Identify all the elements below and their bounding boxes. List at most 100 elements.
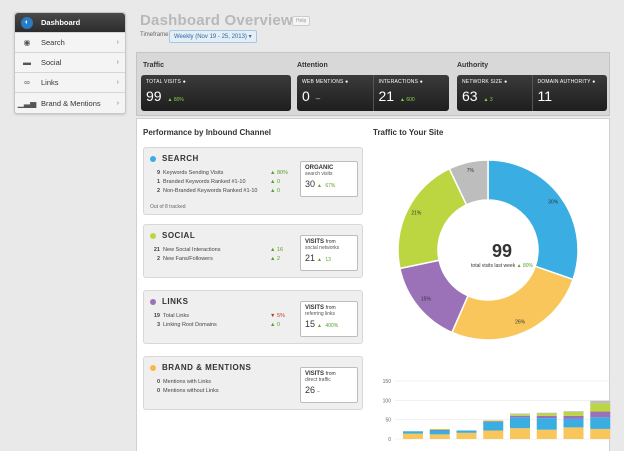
stat-row: 21 New Social Interactions ▲ 16 [153, 247, 284, 253]
donut-slice-label: 15% [421, 296, 432, 302]
metric-value: 21 [378, 88, 395, 104]
bar-segment [510, 428, 530, 439]
bar-segment [510, 414, 530, 416]
metric-change: ▲ 3 [483, 97, 493, 103]
dot-icon [150, 298, 156, 305]
sidebar-item-label: Links [41, 78, 59, 87]
bar-segment [483, 430, 504, 439]
chevron-right-icon: › [116, 59, 119, 66]
bars-icon: ▁▃▅ [17, 98, 37, 108]
organic-visits-box[interactable]: ORGANIC search visits 30 ▲ 67% [300, 161, 358, 197]
channel-heading: LINKS [150, 297, 189, 306]
bar-segment [536, 412, 557, 414]
donut-slice [487, 159, 579, 281]
traffic-metric-box: TOTAL VISITS ● 99 ▲ 80% [141, 75, 291, 111]
channel-heading: BRAND & MENTIONS [150, 363, 251, 372]
metric-value: 11 [537, 88, 553, 104]
info-icon: ● [182, 79, 186, 85]
bar-segment [536, 415, 557, 419]
donut-slice-label: 7% [467, 168, 475, 174]
attention-metric-box: WEB MENTIONS ● 0 – INTERACTIONS ● 21 ▲ 6… [297, 75, 449, 111]
bar-segment [536, 418, 557, 430]
bar-segment [403, 431, 423, 434]
attention-group-label: Attention [297, 62, 328, 69]
bar-segment [590, 417, 611, 429]
domain-authority-metric[interactable]: DOMAIN AUTHORITY ● 11 [531, 75, 608, 111]
bar-segment [510, 415, 530, 418]
traffic-group-label: Traffic [143, 62, 165, 69]
bar-segment [563, 427, 584, 439]
authority-group-label: Authority [457, 62, 489, 69]
link-icon: ∞ [24, 78, 30, 87]
social-channel-card[interactable]: SOCIAL 21 New Social Interactions ▲ 16 2 Ne… [143, 224, 363, 278]
page-title: Dashboard Overview [140, 12, 293, 29]
bar-segment [429, 428, 450, 430]
stat-row: 2 Non-Branded Keywords Ranked #1-10 ▲ 0 [156, 188, 281, 194]
sidebar-item-dashboard[interactable]: ◐ Dashboard [15, 13, 125, 33]
network-size-metric[interactable]: NETWORK SIZE ● 63 ▲ 3 [457, 75, 532, 111]
metrics-panel: Traffic Attention Authority TOTAL VISITS… [136, 52, 610, 116]
info-icon: ● [345, 79, 349, 85]
sidebar-item-links[interactable]: ∞ Links › [15, 73, 125, 93]
bar-segment [429, 429, 450, 431]
social-visits-box[interactable]: VISITS from social networks 21 ▲ 13 [300, 235, 358, 271]
sidebar-item-label: Search [41, 38, 65, 47]
y-tick-label: 100 [383, 398, 392, 404]
stat-row: 19 Total Links ▼ 5% [153, 313, 285, 319]
dashboard-icon: ◐ [21, 16, 33, 29]
sidebar-item-label: Social [41, 58, 62, 67]
donut-slice-label: 26% [515, 319, 526, 325]
sidebar-item-search[interactable]: ◉ Search › [15, 33, 125, 53]
chevron-right-icon: › [116, 39, 119, 46]
search-channel-card[interactable]: SEARCH 9 Keywords Sending Visits ▲ 80% 1 Br… [143, 147, 363, 215]
donut-slice-label: 30% [548, 200, 559, 206]
content-panel: Performance by Inbound Channel Traffic t… [136, 118, 611, 451]
bar-segment [590, 403, 611, 412]
channel-heading: SEARCH [150, 154, 199, 163]
direct-visits-box[interactable]: VISITS from direct traffic 26– [300, 367, 358, 403]
bar-segment [429, 430, 450, 435]
metric-label: DOMAIN AUTHORITY [537, 79, 591, 85]
bar-segment [483, 421, 504, 422]
info-icon: ● [504, 79, 508, 85]
donut-slice [448, 159, 489, 206]
metric-change: ▲ 600 [400, 97, 415, 103]
bar-segment [563, 411, 584, 412]
links-channel-card[interactable]: LINKS 19 Total Links ▼ 5% 3 Linking Root Do… [143, 290, 363, 344]
bar-segment [510, 413, 530, 415]
bar-segment [590, 400, 611, 404]
sidebar-item-social[interactable]: ▬ Social › [15, 53, 125, 73]
metric-value: 99 [146, 88, 162, 104]
donut-slice-label: 21% [411, 210, 422, 216]
links-visits-box[interactable]: VISITS from referring links 15 ▲ 400% [300, 301, 358, 337]
metric-label: INTERACTIONS [378, 79, 419, 85]
bar-segment [456, 430, 477, 433]
stat-row: 2 New Fans/Followers ▲ 2 [156, 256, 281, 262]
bar-segment [510, 417, 530, 429]
dot-icon [150, 364, 156, 371]
sidebar-item-label: Brand & Mentions [41, 98, 101, 108]
timeframe-label: Timeframe: [140, 32, 171, 38]
traffic-donut-chart: 30% 26% 15% 21% 7% 150 100 50 0 [383, 159, 611, 443]
stat-row: 3 Linking Root Domains ▲ 0 [156, 322, 281, 328]
dot-icon [150, 155, 156, 162]
help-button[interactable]: Help [292, 16, 311, 26]
tracked-note: Out of 8 tracked [150, 204, 186, 210]
timeframe-select[interactable]: Weekly (Nov 19 - 25, 2013) ▾ [169, 30, 257, 43]
bar-segment [456, 432, 477, 439]
web-mentions-metric[interactable]: WEB MENTIONS ● 0 – [297, 75, 373, 111]
info-icon: ● [419, 79, 423, 85]
authority-metric-box: NETWORK SIZE ● 63 ▲ 3 DOMAIN AUTHORITY ●… [457, 75, 607, 111]
metric-value: 0 [302, 88, 310, 104]
bar-segment [590, 428, 611, 439]
stat-row: 0 Mentions without Links [156, 388, 219, 394]
interactions-metric[interactable]: INTERACTIONS ● 21 ▲ 600 [372, 75, 450, 111]
total-visits-metric[interactable]: TOTAL VISITS ● 99 ▲ 80% [141, 75, 291, 111]
bar-segment [563, 411, 584, 416]
sidebar-item-brand-mentions[interactable]: ▁▃▅ Brand & Mentions › [15, 93, 125, 113]
y-tick-label: 50 [385, 418, 391, 424]
sidebar-item-label: Dashboard [41, 18, 81, 27]
dot-icon [150, 232, 156, 239]
bar-segment [590, 411, 611, 418]
